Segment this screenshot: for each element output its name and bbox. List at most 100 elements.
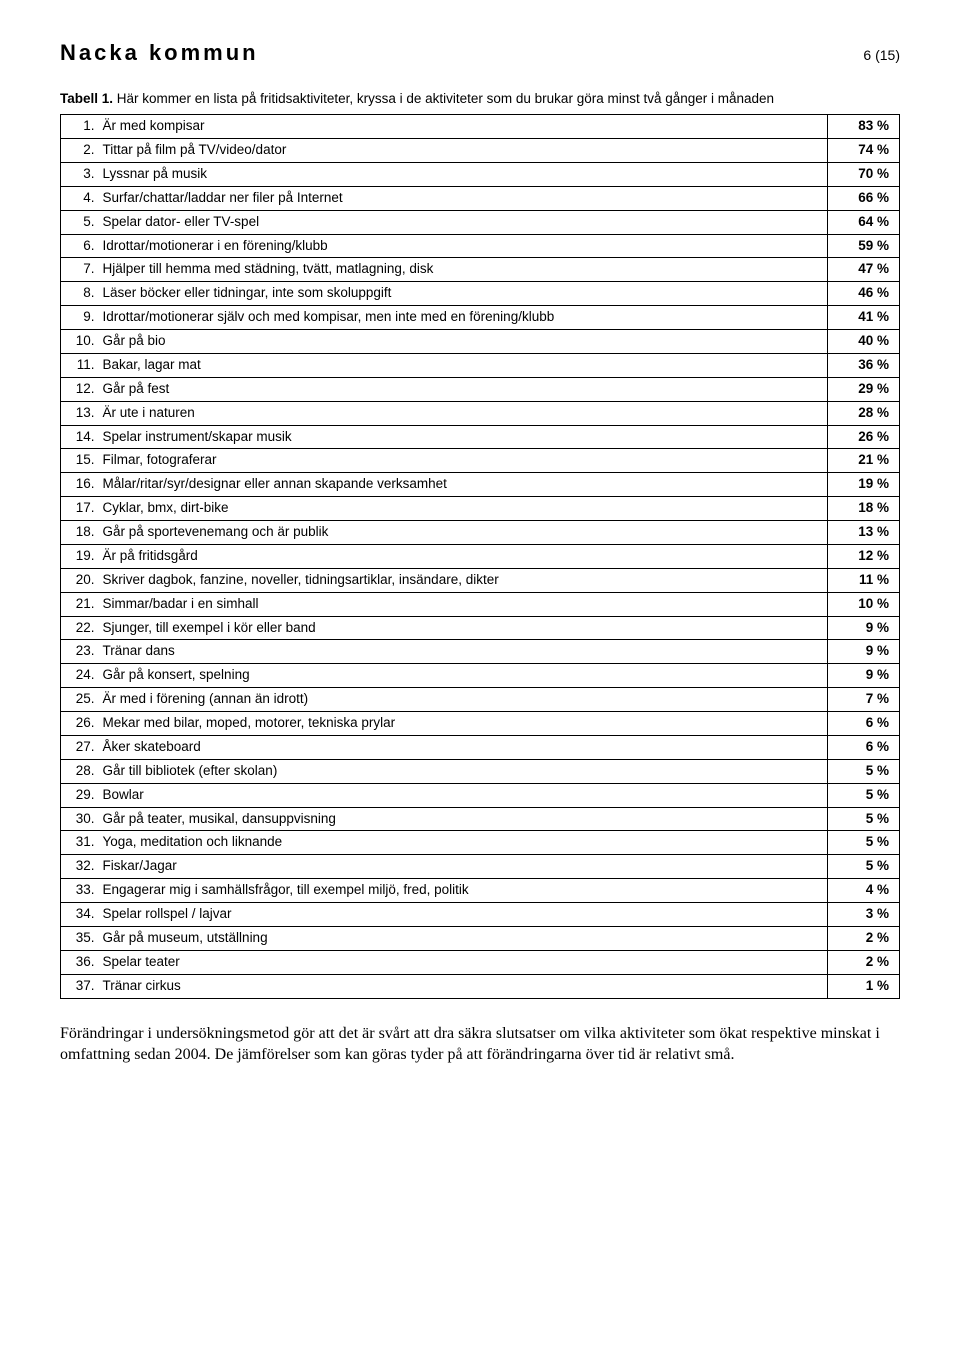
row-number: 16. <box>61 473 99 497</box>
row-label: Spelar dator- eller TV-spel <box>99 210 828 234</box>
row-number: 14. <box>61 425 99 449</box>
row-label: Åker skateboard <box>99 735 828 759</box>
table-row: 12.Går på fest29 % <box>61 377 900 401</box>
row-percent: 9 % <box>828 664 900 688</box>
row-percent: 74 % <box>828 139 900 163</box>
row-number: 15. <box>61 449 99 473</box>
row-percent: 36 % <box>828 353 900 377</box>
row-label: Går till bibliotek (efter skolan) <box>99 759 828 783</box>
table-row: 22.Sjunger, till exempel i kör eller ban… <box>61 616 900 640</box>
row-percent: 19 % <box>828 473 900 497</box>
row-label: Tränar cirkus <box>99 974 828 998</box>
row-label: Fiskar/Jagar <box>99 855 828 879</box>
row-percent: 1 % <box>828 974 900 998</box>
table-row: 4.Surfar/chattar/laddar ner filer på Int… <box>61 186 900 210</box>
activities-table: 1.Är med kompisar83 %2.Tittar på film på… <box>60 114 900 998</box>
table-row: 10.Går på bio40 % <box>61 330 900 354</box>
table-row: 27.Åker skateboard6 % <box>61 735 900 759</box>
row-percent: 13 % <box>828 521 900 545</box>
table-row: 2.Tittar på film på TV/video/dator74 % <box>61 139 900 163</box>
row-percent: 2 % <box>828 926 900 950</box>
row-percent: 46 % <box>828 282 900 306</box>
table-row: 13.Är ute i naturen28 % <box>61 401 900 425</box>
row-number: 32. <box>61 855 99 879</box>
document-title: Nacka kommun <box>60 40 259 66</box>
row-number: 26. <box>61 712 99 736</box>
row-label: Går på fest <box>99 377 828 401</box>
row-label: Spelar teater <box>99 950 828 974</box>
row-label: Är på fritidsgård <box>99 544 828 568</box>
table-row: 30.Går på teater, musikal, dansuppvisnin… <box>61 807 900 831</box>
row-label: Är ute i naturen <box>99 401 828 425</box>
table-row: 25.Är med i förening (annan än idrott)7 … <box>61 688 900 712</box>
row-label: Är med i förening (annan än idrott) <box>99 688 828 712</box>
row-percent: 70 % <box>828 162 900 186</box>
table-row: 20.Skriver dagbok, fanzine, noveller, ti… <box>61 568 900 592</box>
row-number: 9. <box>61 306 99 330</box>
row-percent: 6 % <box>828 712 900 736</box>
row-label: Simmar/badar i en simhall <box>99 592 828 616</box>
table-row: 9.Idrottar/motionerar själv och med komp… <box>61 306 900 330</box>
row-number: 21. <box>61 592 99 616</box>
row-label: Yoga, meditation och liknande <box>99 831 828 855</box>
table-row: 19.Är på fritidsgård12 % <box>61 544 900 568</box>
row-number: 36. <box>61 950 99 974</box>
row-percent: 29 % <box>828 377 900 401</box>
row-percent: 40 % <box>828 330 900 354</box>
row-number: 23. <box>61 640 99 664</box>
table-row: 5.Spelar dator- eller TV-spel64 % <box>61 210 900 234</box>
row-number: 12. <box>61 377 99 401</box>
table-row: 16.Målar/ritar/syr/designar eller annan … <box>61 473 900 497</box>
row-number: 5. <box>61 210 99 234</box>
row-percent: 11 % <box>828 568 900 592</box>
row-label: Går på bio <box>99 330 828 354</box>
row-percent: 10 % <box>828 592 900 616</box>
row-number: 34. <box>61 903 99 927</box>
table-row: 29.Bowlar5 % <box>61 783 900 807</box>
row-number: 13. <box>61 401 99 425</box>
row-label: Tittar på film på TV/video/dator <box>99 139 828 163</box>
row-percent: 83 % <box>828 115 900 139</box>
row-percent: 9 % <box>828 640 900 664</box>
table-row: 11.Bakar, lagar mat36 % <box>61 353 900 377</box>
row-label: Spelar rollspel / lajvar <box>99 903 828 927</box>
row-percent: 21 % <box>828 449 900 473</box>
table-body: 1.Är med kompisar83 %2.Tittar på film på… <box>61 115 900 998</box>
table-row: 31.Yoga, meditation och liknande5 % <box>61 831 900 855</box>
row-percent: 7 % <box>828 688 900 712</box>
row-label: Cyklar, bmx, dirt-bike <box>99 497 828 521</box>
row-number: 2. <box>61 139 99 163</box>
row-label: Idrottar/motionerar själv och med kompis… <box>99 306 828 330</box>
table-row: 18.Går på sportevenemang och är publik13… <box>61 521 900 545</box>
row-number: 25. <box>61 688 99 712</box>
row-label: Spelar instrument/skapar musik <box>99 425 828 449</box>
row-percent: 3 % <box>828 903 900 927</box>
header-row: Nacka kommun 6 (15) <box>60 40 900 66</box>
table-row: 33.Engagerar mig i samhällsfrågor, till … <box>61 879 900 903</box>
table-row: 7.Hjälper till hemma med städning, tvätt… <box>61 258 900 282</box>
row-number: 30. <box>61 807 99 831</box>
table-row: 24.Går på konsert, spelning9 % <box>61 664 900 688</box>
table-row: 3.Lyssnar på musik70 % <box>61 162 900 186</box>
row-number: 10. <box>61 330 99 354</box>
table-row: 1.Är med kompisar83 % <box>61 115 900 139</box>
row-percent: 4 % <box>828 879 900 903</box>
caption-rest: Här kommer en lista på fritidsaktivitete… <box>113 91 774 106</box>
table-row: 21.Simmar/badar i en simhall10 % <box>61 592 900 616</box>
row-label: Idrottar/motionerar i en förening/klubb <box>99 234 828 258</box>
row-label: Hjälper till hemma med städning, tvätt, … <box>99 258 828 282</box>
table-row: 15.Filmar, fotograferar21 % <box>61 449 900 473</box>
table-row: 26.Mekar med bilar, moped, motorer, tekn… <box>61 712 900 736</box>
row-percent: 28 % <box>828 401 900 425</box>
row-percent: 5 % <box>828 855 900 879</box>
row-label: Sjunger, till exempel i kör eller band <box>99 616 828 640</box>
row-label: Går på konsert, spelning <box>99 664 828 688</box>
row-label: Går på sportevenemang och är publik <box>99 521 828 545</box>
row-percent: 5 % <box>828 783 900 807</box>
row-percent: 66 % <box>828 186 900 210</box>
caption-bold: Tabell 1. <box>60 91 113 106</box>
row-number: 33. <box>61 879 99 903</box>
table-row: 8.Läser böcker eller tidningar, inte som… <box>61 282 900 306</box>
row-number: 11. <box>61 353 99 377</box>
table-row: 35.Går på museum, utställning2 % <box>61 926 900 950</box>
